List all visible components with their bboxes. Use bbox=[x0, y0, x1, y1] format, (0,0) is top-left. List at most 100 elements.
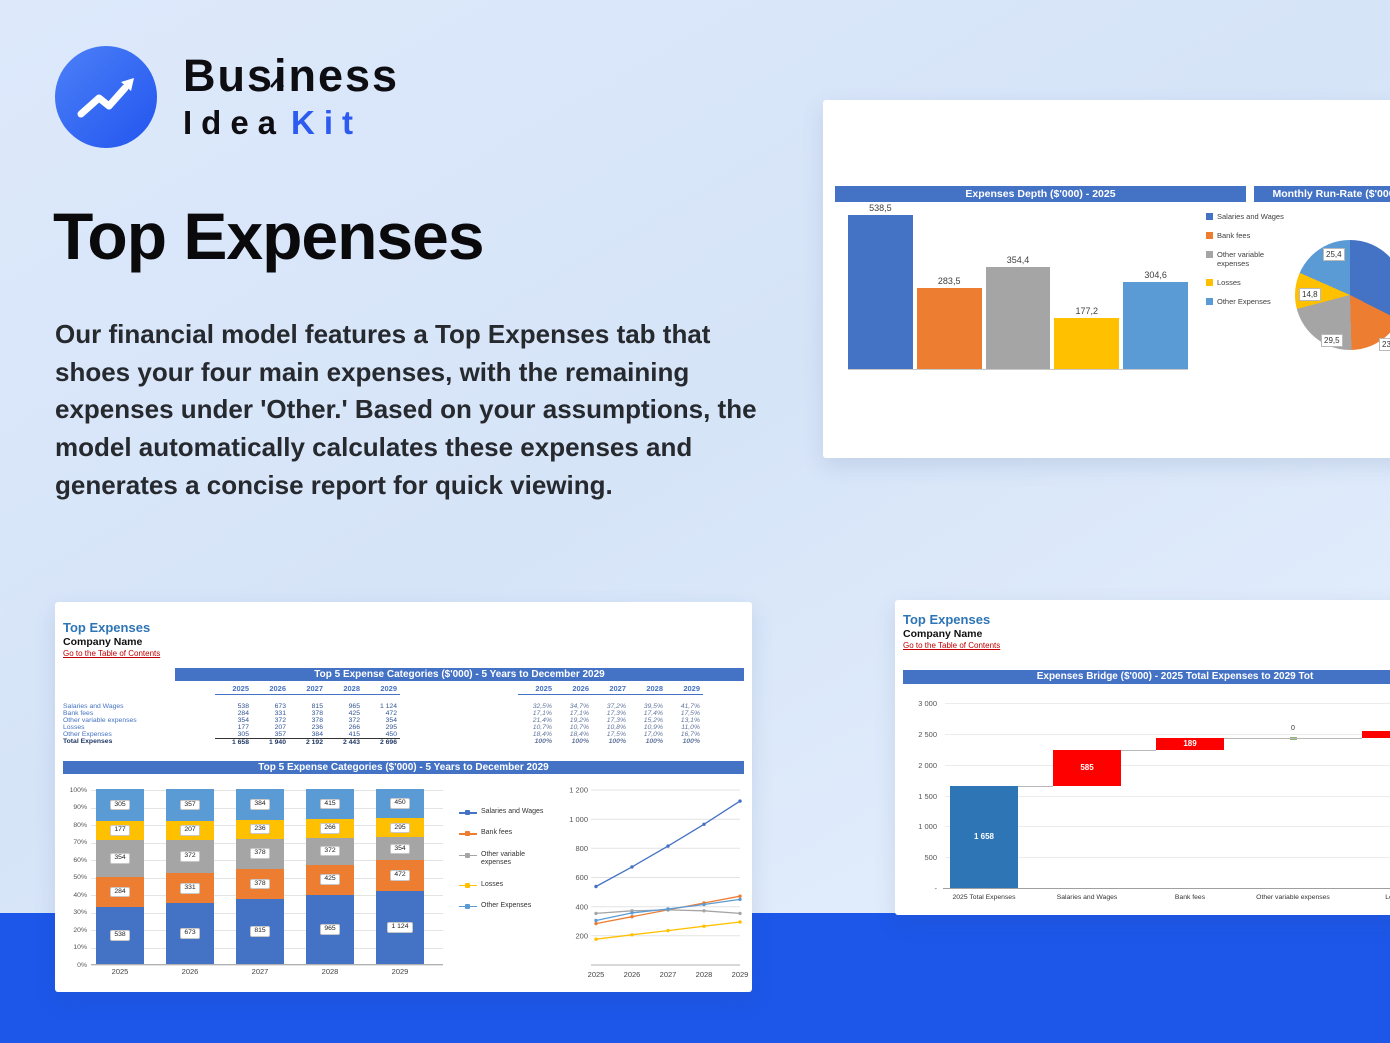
cell bbox=[400, 738, 518, 745]
segment-value-label: 538 bbox=[110, 930, 130, 941]
row-label: Bank fees bbox=[63, 710, 94, 717]
stacked-bar: 1 124 472 354 295 450 bbox=[376, 789, 424, 964]
data-point bbox=[594, 918, 598, 923]
y-axis-label: 800 bbox=[575, 844, 588, 853]
legend-label: Losses bbox=[481, 880, 504, 888]
x-axis-label: 2027 bbox=[251, 967, 269, 976]
legend-swatch-icon bbox=[1206, 298, 1213, 305]
pct-cell: 37,2% bbox=[606, 703, 626, 710]
legend-line-icon bbox=[459, 852, 477, 858]
page-description: Our financial model features a Top Expen… bbox=[55, 319, 757, 500]
segment-value-label: 450 bbox=[390, 798, 410, 809]
value-cell: 236 bbox=[311, 724, 323, 731]
y-axis-label: 1 200 bbox=[569, 786, 588, 795]
value-cell: 425 bbox=[348, 710, 360, 717]
legend-line-icon bbox=[459, 903, 477, 909]
pct-cell: 17,1% bbox=[569, 710, 589, 717]
legend-marker-icon bbox=[465, 852, 470, 858]
data-point bbox=[738, 897, 742, 902]
bar bbox=[985, 267, 1051, 369]
sheet-table: 2025 2026 2027 2028 2029 2025 2026 2027 2028 2029… bbox=[63, 684, 703, 745]
table-row: Total Expenses 1 658 1 940 2 192 2 443 2 696 1… bbox=[63, 738, 703, 745]
segment-value-label: 284 bbox=[110, 886, 130, 898]
value-cell: 305 bbox=[237, 731, 249, 738]
bar bbox=[916, 287, 982, 369]
pct-cell: 100% bbox=[608, 738, 626, 745]
pct-cell: 10,8% bbox=[606, 724, 626, 731]
data-point bbox=[666, 907, 670, 911]
pct-cell: 17,3% bbox=[606, 717, 626, 724]
value-cell: 2 192 bbox=[289, 738, 326, 745]
table-of-contents-link[interactable]: Go to the Table of Contents bbox=[63, 649, 161, 658]
cell bbox=[400, 710, 518, 717]
bar-segment: 266 bbox=[306, 818, 354, 838]
y-axis-label: 200 bbox=[575, 931, 588, 940]
year-cell: 2029 bbox=[363, 684, 400, 695]
table-row: Salaries and Wages 538 673 815 965 1 124 32,5%… bbox=[63, 703, 703, 710]
page-title: Top Expenses bbox=[53, 199, 485, 273]
data-point bbox=[594, 921, 598, 926]
sheet-title: Top Expenses bbox=[63, 620, 151, 635]
y-axis-label: 40% bbox=[73, 891, 87, 899]
legend-item: Bank fees bbox=[459, 829, 551, 837]
data-point bbox=[630, 933, 634, 937]
cell bbox=[400, 724, 518, 731]
legend-label: Losses bbox=[1217, 278, 1241, 287]
bar-segment: 305 bbox=[96, 788, 144, 822]
brand-word-kit: Kit bbox=[291, 104, 363, 142]
pct-cell: 41,7% bbox=[680, 703, 700, 710]
pct-cell: 18,4% bbox=[569, 731, 589, 738]
segment-value-label: 378 bbox=[250, 878, 270, 890]
segment-value-label: 354 bbox=[390, 843, 410, 855]
trend-arrow-icon bbox=[77, 78, 134, 118]
legend-item: Losses bbox=[1206, 278, 1286, 287]
row-label: Losses bbox=[63, 724, 85, 731]
segment-value-label: 266 bbox=[320, 823, 340, 834]
segment-value-label: 331 bbox=[180, 883, 200, 894]
table-year-row: 2025 2026 2027 2028 2029 2025 2026 2027 2028 2029 bbox=[63, 684, 703, 695]
brand-name-idea-kit: Idea Kit bbox=[183, 104, 399, 142]
x-axis-label: 2026 bbox=[624, 970, 641, 979]
stacked-bar: 965 425 372 266 415 bbox=[306, 789, 354, 964]
legend-line-icon bbox=[459, 882, 477, 888]
x-axis-label: Losses bbox=[1385, 894, 1390, 901]
bar bbox=[1123, 281, 1188, 369]
gridline bbox=[945, 764, 1390, 766]
gridline bbox=[945, 826, 1390, 828]
brand-logo: Business Idea Kit bbox=[55, 46, 399, 148]
bridge-table-of-contents-link[interactable]: Go to the Table of Contents bbox=[903, 641, 1001, 650]
value-cell: 538 bbox=[237, 703, 249, 710]
year-cell: 2027 bbox=[592, 684, 629, 695]
legend-item: Other Expenses bbox=[1206, 297, 1286, 306]
value-cell: 331 bbox=[274, 710, 286, 717]
pct-cell: 100% bbox=[682, 738, 700, 745]
bridge-sheet-title: Top Expenses bbox=[903, 612, 991, 627]
sheet-legend: Salaries and Wages Bank fees Other variabl… bbox=[459, 808, 551, 910]
connector-line bbox=[1018, 785, 1053, 787]
legend-marker-icon bbox=[465, 882, 470, 888]
segment-value-label: 673 bbox=[180, 928, 200, 939]
x-axis-label: 2027 bbox=[660, 970, 677, 979]
value-cell: 472 bbox=[385, 710, 397, 717]
legend-item: Other variable expenses bbox=[459, 851, 551, 868]
data-point bbox=[738, 920, 742, 924]
connector-line bbox=[1224, 738, 1362, 739]
row-label: Other variable expenses bbox=[63, 717, 137, 724]
row-label: Other Expenses bbox=[63, 731, 112, 738]
legend-label: Bank fees bbox=[481, 829, 513, 837]
y-axis-label: 1 000 bbox=[569, 815, 588, 824]
pct-cell: 34,7% bbox=[569, 703, 589, 710]
pct-cell: 10,7% bbox=[532, 724, 552, 731]
value-cell: 354 bbox=[385, 717, 397, 724]
cell bbox=[400, 717, 518, 724]
pct-cell: 19,2% bbox=[569, 717, 589, 724]
year-cell: 2026 bbox=[252, 684, 289, 695]
runrate-pie-chart: 23,6 29,5 14,8 25,4 bbox=[1295, 240, 1390, 360]
value-cell: 673 bbox=[274, 703, 286, 710]
value-cell: 1 940 bbox=[252, 738, 289, 745]
value-cell: 450 bbox=[385, 731, 397, 738]
depth-bars: 538,5 283,5 354,4 177,2 304,6 bbox=[848, 192, 1188, 370]
data-point bbox=[738, 799, 742, 803]
table-row: Bank fees 284 331 378 425 472 17,1% 17,1% 17,3% 1… bbox=[63, 710, 703, 717]
legend-marker-icon bbox=[465, 903, 470, 909]
